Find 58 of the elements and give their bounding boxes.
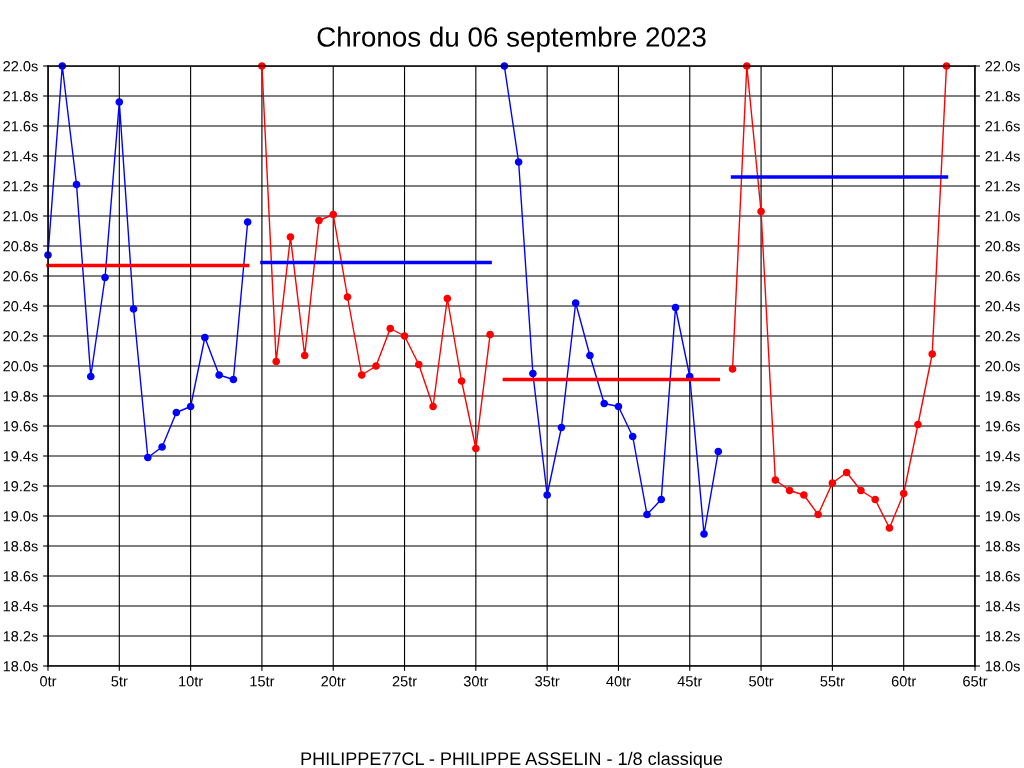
y2-tick-label: 18.4s: [985, 601, 1020, 612]
y-tick-label: 18.8s: [3, 541, 38, 552]
y-tick-label: 20.0s: [3, 361, 38, 372]
y2-tick-label: 20.0s: [985, 361, 1020, 372]
y-tick-label: 18.2s: [3, 631, 38, 642]
y2-tick-label: 19.6s: [985, 421, 1020, 432]
y2-tick-label: 21.4s: [985, 151, 1020, 162]
y2-tick-label: 20.4s: [985, 301, 1020, 312]
x-tick-label: 40tr: [606, 676, 631, 687]
y-tick-label: 19.6s: [3, 421, 38, 432]
y-tick-label: 21.4s: [3, 151, 38, 162]
y2-tick-label: 20.8s: [985, 241, 1020, 252]
y2-tick-label: 22.0s: [985, 61, 1020, 72]
x-tick-label: 50tr: [749, 676, 774, 687]
x-tick-label: 25tr: [392, 676, 417, 687]
y2-tick-label: 19.8s: [985, 391, 1020, 402]
x-tick-label: 35tr: [535, 676, 560, 687]
y2-tick-label: 21.6s: [985, 121, 1020, 132]
x-tick-label: 0tr: [40, 676, 57, 687]
y2-tick-label: 19.2s: [985, 481, 1020, 492]
y-tick-label: 20.8s: [3, 241, 38, 252]
y-tick-label: 19.4s: [3, 451, 38, 462]
y-tick-label: 21.8s: [3, 91, 38, 102]
y2-tick-label: 18.6s: [985, 571, 1020, 582]
y2-tick-label: 18.8s: [985, 541, 1020, 552]
y-tick-label: 19.0s: [3, 511, 38, 522]
y-tick-label: 21.2s: [3, 181, 38, 192]
y2-tick-label: 19.0s: [985, 511, 1020, 522]
x-tick-label: 65tr: [963, 676, 988, 687]
x-axis-title: PHILIPPE77CL - PHILIPPE ASSELIN - 1/8 classique: [301, 751, 723, 768]
x-tick-label: 5tr: [111, 676, 128, 687]
y-tick-label: 19.2s: [3, 481, 38, 492]
x-tick-label: 30tr: [463, 676, 489, 687]
x-tick-label: 15tr: [250, 676, 275, 687]
y-tick-label: 20.2s: [3, 331, 38, 342]
y2-tick-label: 21.2s: [985, 181, 1020, 192]
y-tick-label: 18.6s: [3, 571, 38, 582]
y-tick-label: 20.4s: [3, 301, 38, 312]
y2-tick-label: 21.8s: [985, 91, 1020, 102]
x-tick-label: 45tr: [677, 676, 703, 687]
y2-tick-label: 18.0s: [985, 661, 1020, 672]
y2-tick-label: 20.2s: [985, 331, 1020, 342]
y2-tick-label: 21.0s: [985, 211, 1020, 222]
y2-tick-label: 20.6s: [985, 271, 1020, 282]
y-tick-label: 21.6s: [3, 121, 38, 132]
y-tick-label: 18.4s: [3, 601, 38, 612]
y2-tick-label: 19.4s: [985, 451, 1020, 462]
y-tick-label: 22.0s: [3, 61, 38, 72]
y-tick-label: 21.0s: [3, 211, 38, 222]
x-tick-label: 10tr: [179, 676, 203, 687]
y2-tick-label: 18.2s: [985, 631, 1020, 642]
y-tick-label: 20.6s: [3, 271, 38, 282]
y-tick-label: 18.0s: [3, 661, 38, 672]
chart-title: Chronos du 06 septembre 2023: [317, 26, 706, 53]
y-tick-label: 19.8s: [3, 391, 38, 402]
x-tick-label: 20tr: [321, 676, 346, 687]
x-tick-label: 60tr: [891, 676, 917, 687]
x-tick-label: 55tr: [820, 676, 845, 687]
